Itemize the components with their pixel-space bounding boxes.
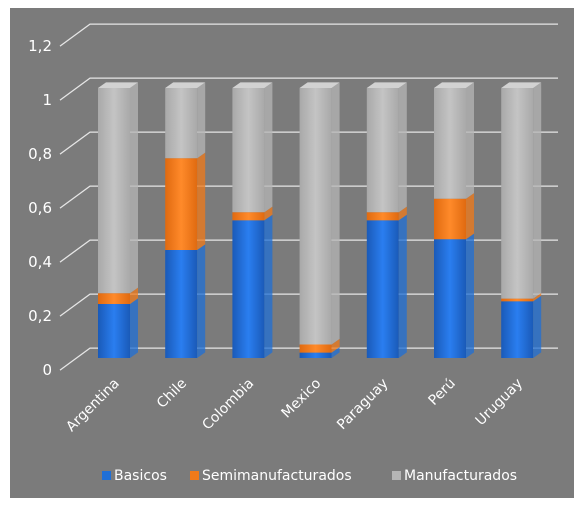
bar-side xyxy=(533,82,542,299)
y-tick-label: 1,2 xyxy=(28,37,52,55)
bar-side xyxy=(264,206,273,221)
y-tick-label: 0 xyxy=(42,361,52,379)
bars xyxy=(98,82,542,358)
bar-segment xyxy=(299,344,332,353)
bar-top xyxy=(501,82,542,88)
bar-segment xyxy=(501,298,534,302)
x-tick-label: Perú xyxy=(425,376,458,409)
y-tick-label: 0,2 xyxy=(28,307,52,325)
bar-top xyxy=(98,82,138,88)
bar-side xyxy=(197,82,206,159)
legend-swatch xyxy=(102,471,111,480)
bar-side xyxy=(197,244,206,358)
bar-side xyxy=(466,82,474,199)
x-tick-label: Uruguay xyxy=(473,376,526,429)
gridline xyxy=(59,77,558,101)
bar-top xyxy=(366,82,407,88)
bar-segment xyxy=(299,352,332,358)
x-tick-label: Colombia xyxy=(199,376,257,434)
y-tick-label: 0,4 xyxy=(28,253,52,271)
bar-segment xyxy=(501,88,534,299)
bar-side xyxy=(130,287,138,304)
bar-side xyxy=(398,206,407,221)
bar-side xyxy=(331,338,340,353)
bar-top xyxy=(434,82,474,88)
bar-side xyxy=(331,347,340,358)
bar-segment xyxy=(165,250,198,358)
bar-segment xyxy=(366,212,399,221)
bar-side xyxy=(197,152,206,250)
x-tick-label: Mexico xyxy=(279,376,325,422)
bar-segment xyxy=(232,88,265,213)
bar-segment xyxy=(165,88,198,159)
bar-segment xyxy=(366,88,399,213)
y-tick-label: 0,8 xyxy=(28,145,52,163)
bar-side xyxy=(398,82,407,213)
bar-side xyxy=(533,295,542,358)
bar-segment xyxy=(98,293,130,304)
bar-segment xyxy=(501,301,534,358)
bar-segment xyxy=(232,212,265,221)
bar-top xyxy=(232,82,273,88)
bar-side xyxy=(533,293,542,302)
bar-segment xyxy=(299,88,332,345)
category-labels: Argentina Chile Colombia Mexico Paraguay Perú… xyxy=(63,376,526,436)
bar-side xyxy=(130,298,138,358)
bar-segment xyxy=(434,198,466,240)
bar-side xyxy=(331,82,340,345)
y-tick-label: 1 xyxy=(42,91,52,109)
legend-swatch xyxy=(392,471,401,480)
bar-segment xyxy=(366,220,399,358)
stacked-bar-chart: 0 0,2 0,4 0,6 0,8 1 1,2 Argentina Chile Colombia… xyxy=(28,23,558,484)
x-tick-label: Argentina xyxy=(63,376,123,436)
legend-swatch xyxy=(190,471,199,480)
legend-label: Semimanufacturados xyxy=(202,468,352,484)
x-tick-label: Paraguay xyxy=(334,376,392,434)
y-tick-label: 0,6 xyxy=(28,199,52,217)
bar-segment xyxy=(165,158,198,250)
bar-segment xyxy=(434,239,466,358)
chart-area: 0 0,2 0,4 0,6 0,8 1 1,2 Argentina Chile Colombia… xyxy=(10,8,574,498)
bar-side xyxy=(264,214,273,358)
gridline xyxy=(59,23,558,47)
bar-side xyxy=(130,82,138,294)
legend-label: Manufacturados xyxy=(404,468,517,484)
legend: Basicos Semimanufacturados Manufacturados xyxy=(102,468,517,484)
bar-top xyxy=(165,82,206,88)
bar-side xyxy=(466,193,474,240)
bar-segment xyxy=(98,88,130,294)
bar-side xyxy=(264,82,273,213)
bar-top xyxy=(299,82,340,88)
legend-label: Basicos xyxy=(114,468,167,484)
bar-segment xyxy=(98,304,130,358)
bar-side xyxy=(398,214,407,358)
bar-segment xyxy=(232,220,265,358)
bar-side xyxy=(466,233,474,358)
bar-segment xyxy=(434,88,466,199)
x-tick-label: Chile xyxy=(154,376,190,412)
